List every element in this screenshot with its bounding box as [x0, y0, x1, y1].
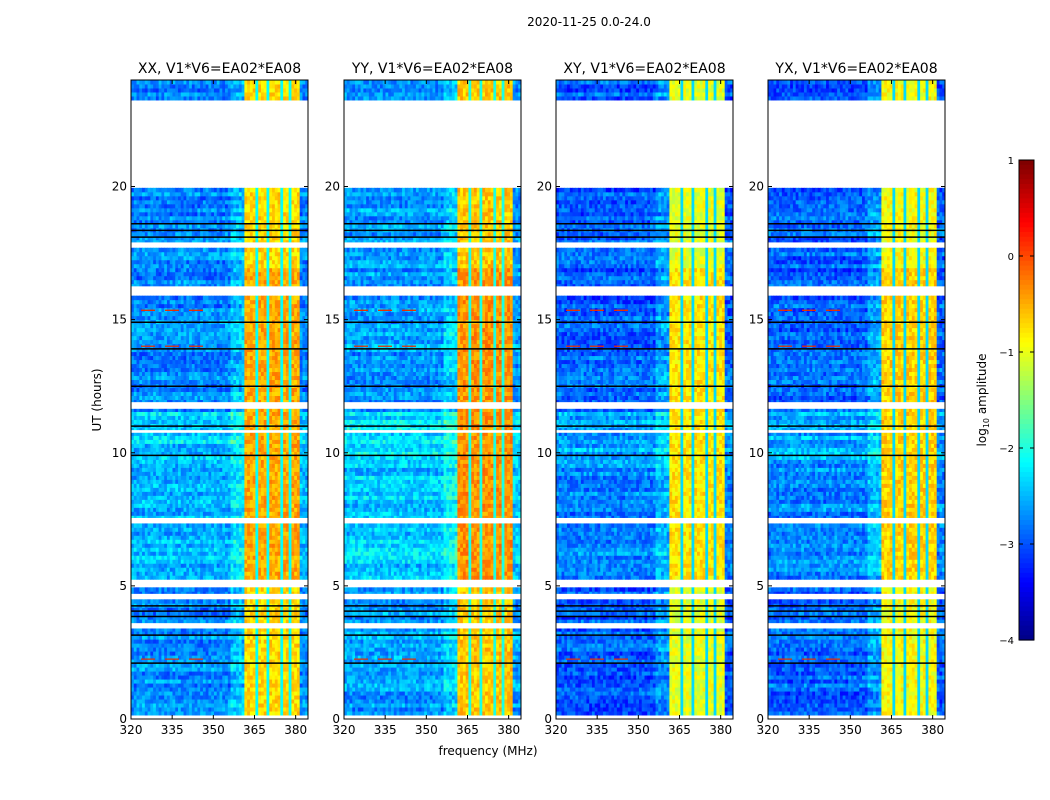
panel-title: XX, V1*V6=EA02*EA08 — [138, 61, 301, 77]
figure: 2020-11-25 0.0-24.0 XX, V1*V6=EA02*EA08 3… — [0, 0, 1050, 800]
figure-svg: 2020-11-25 0.0-24.0 XX, V1*V6=EA02*EA083… — [0, 0, 1050, 800]
figure-title: 2020-11-25 0.0-24.0 — [527, 15, 651, 29]
